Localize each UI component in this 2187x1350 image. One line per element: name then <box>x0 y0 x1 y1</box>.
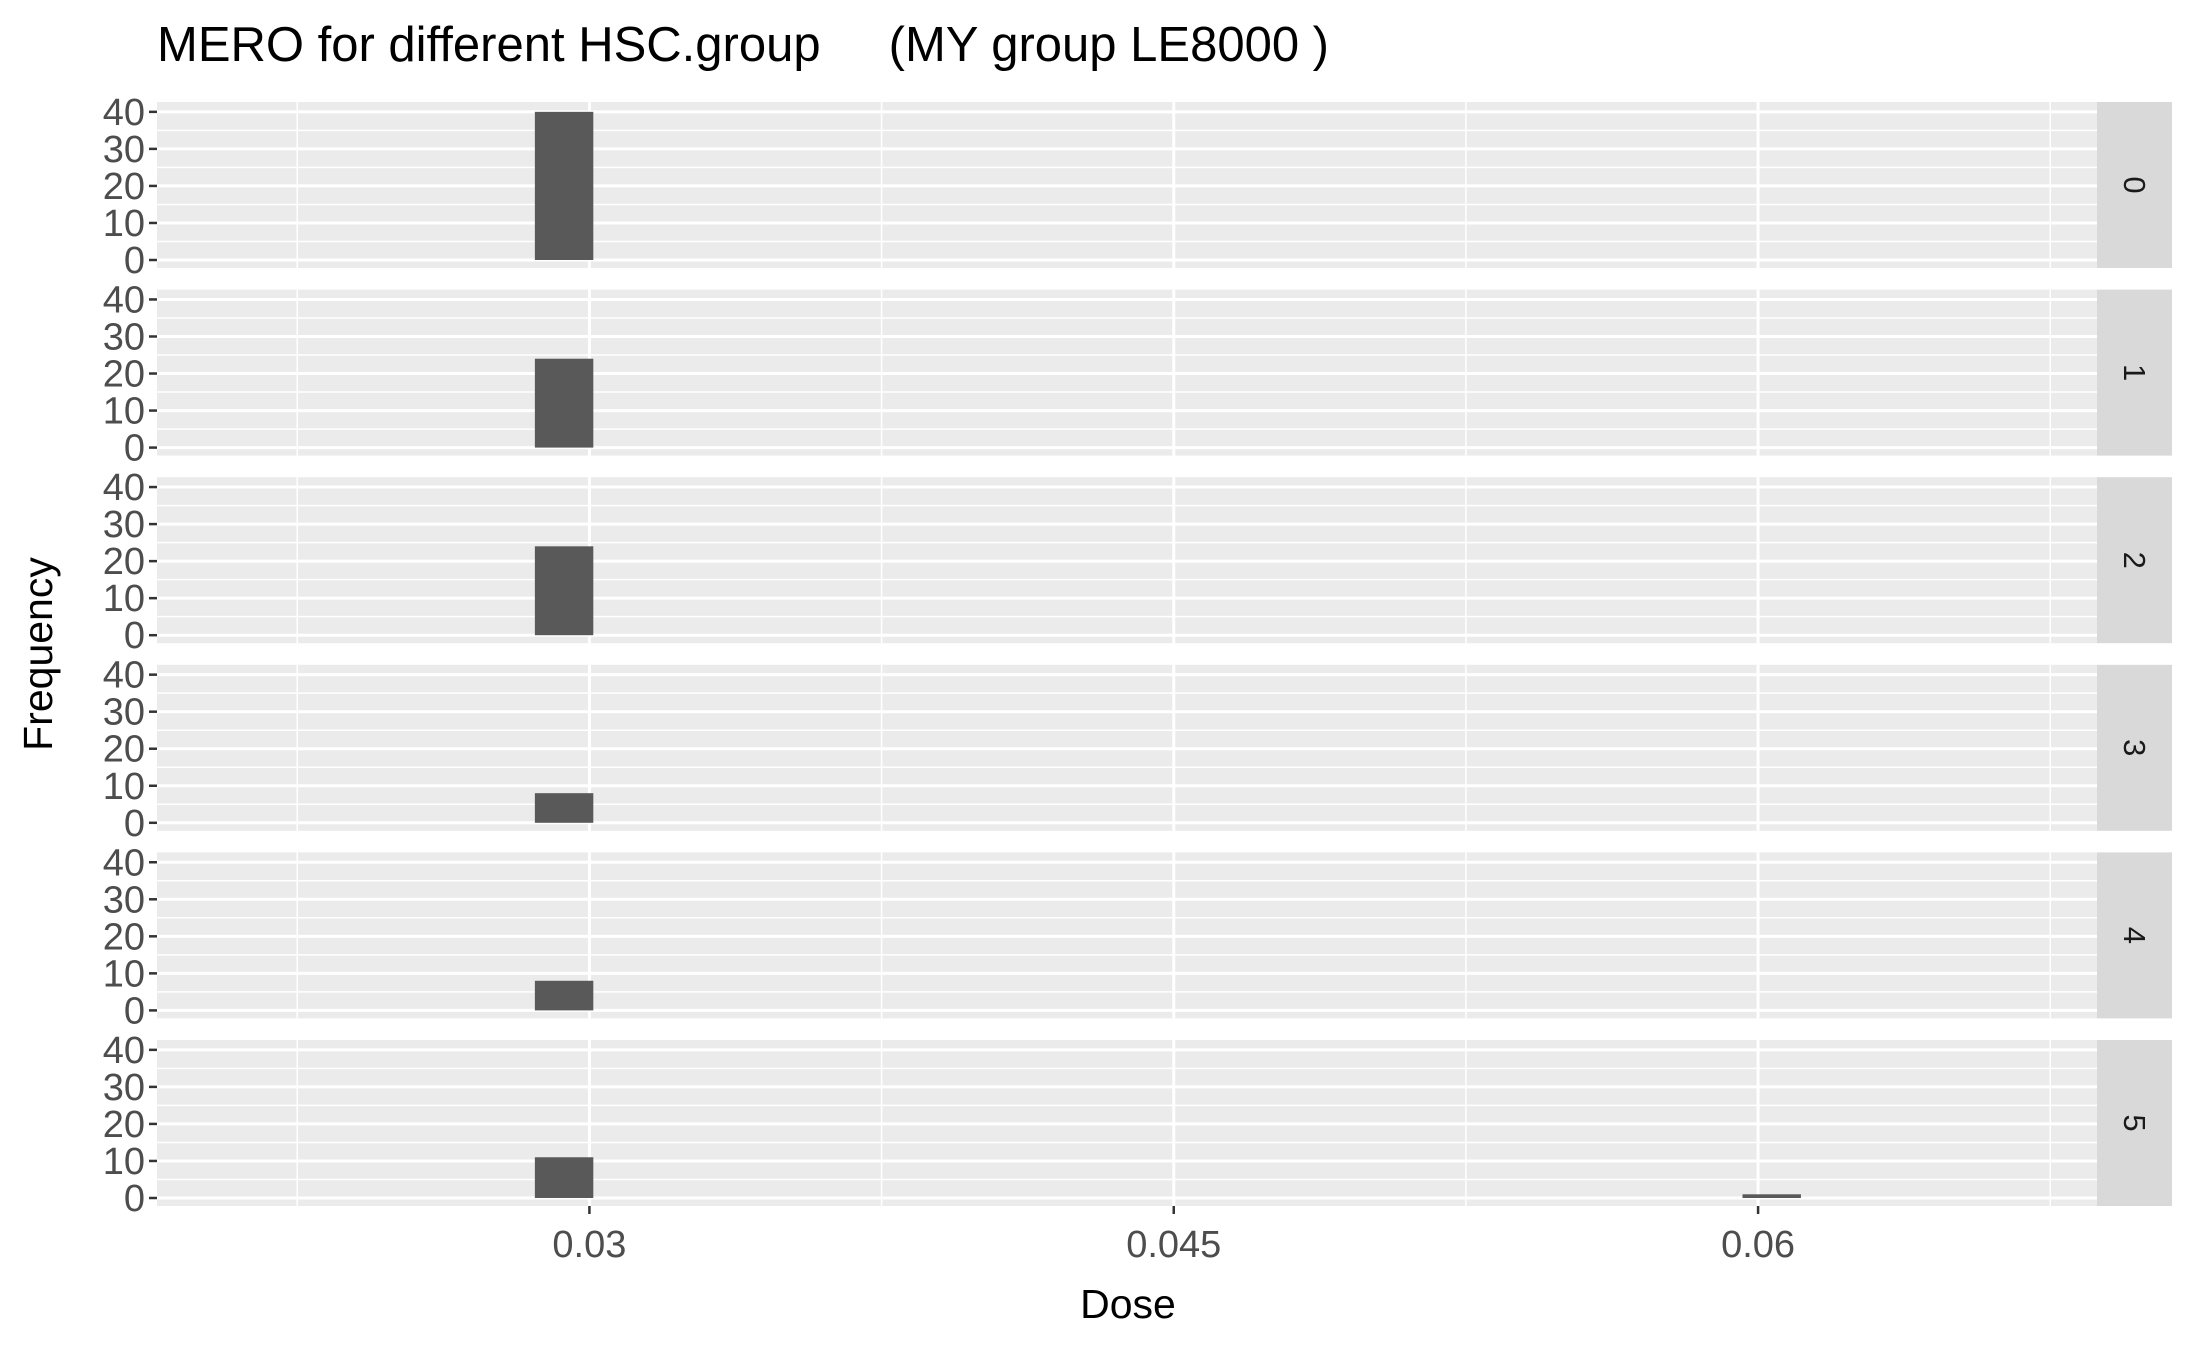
facet-strip <box>2097 664 2172 831</box>
y-tick-label: 30 <box>103 1067 145 1109</box>
y-tick-label: 0 <box>124 1178 145 1220</box>
y-tick-label: 20 <box>103 166 145 208</box>
histogram-bar <box>534 1157 594 1198</box>
y-tick-label: 40 <box>103 842 145 884</box>
y-tick-label: 40 <box>103 655 145 697</box>
y-tick-label: 20 <box>103 1104 145 1146</box>
y-tick-label: 20 <box>103 354 145 396</box>
histogram-bar <box>534 980 594 1011</box>
y-tick-label: 30 <box>103 692 145 734</box>
x-tick-label: 0.06 <box>1721 1224 1795 1266</box>
y-axis-title: Frequency <box>15 557 61 751</box>
facet-strip-label: 1 <box>2117 364 2152 381</box>
y-tick-label: 30 <box>103 129 145 171</box>
y-tick-label: 20 <box>103 729 145 771</box>
y-tick-label: 10 <box>103 1141 145 1183</box>
y-tick-label: 10 <box>103 953 145 995</box>
y-tick-label: 20 <box>103 916 145 958</box>
y-tick-label: 40 <box>103 279 145 321</box>
y-tick-label: 40 <box>103 1030 145 1072</box>
y-tick-label: 0 <box>124 990 145 1032</box>
histogram-bar <box>534 358 594 448</box>
y-tick-label: 0 <box>124 428 145 470</box>
x-tick-label: 0.03 <box>552 1224 626 1266</box>
facet-strip-label: 4 <box>2117 927 2152 944</box>
facet-strip-label: 2 <box>2117 552 2152 569</box>
chart-title: MERO for different HSC.group (MY group L… <box>157 18 1329 72</box>
y-tick-label: 30 <box>103 879 145 921</box>
y-tick-label: 10 <box>103 766 145 808</box>
facet-strip <box>2097 102 2172 268</box>
x-axis-title: Dose <box>1080 1281 1176 1327</box>
facet-strip-label: 0 <box>2117 176 2152 193</box>
y-tick-label: 10 <box>103 391 145 433</box>
facet-strip <box>2097 852 2172 1019</box>
y-tick-label: 30 <box>103 504 145 546</box>
facet-strip-label: 3 <box>2117 739 2152 756</box>
histogram-bar <box>534 793 594 823</box>
facet-panels: 0102030400010203040101020304020102030403… <box>103 92 2172 1220</box>
y-tick-label: 10 <box>103 578 145 620</box>
x-tick-label: 0.045 <box>1126 1224 1221 1266</box>
y-tick-label: 30 <box>103 316 145 358</box>
facet-strip <box>2097 1040 2172 1206</box>
facet-strip <box>2097 477 2172 644</box>
y-tick-label: 0 <box>124 803 145 845</box>
histogram-bar <box>1742 1194 1801 1198</box>
histogram-bar <box>534 546 594 636</box>
facet-strip <box>2097 289 2172 456</box>
y-tick-label: 40 <box>103 467 145 509</box>
y-tick-label: 10 <box>103 203 145 245</box>
histogram-bar <box>534 111 594 260</box>
facet-strip-label: 5 <box>2117 1114 2152 1131</box>
y-tick-label: 0 <box>124 240 145 282</box>
y-tick-label: 20 <box>103 541 145 583</box>
x-axis: 0.03 0.045 0.06 <box>552 1206 1795 1266</box>
y-tick-label: 0 <box>124 615 145 657</box>
y-tick-label: 40 <box>103 92 145 134</box>
